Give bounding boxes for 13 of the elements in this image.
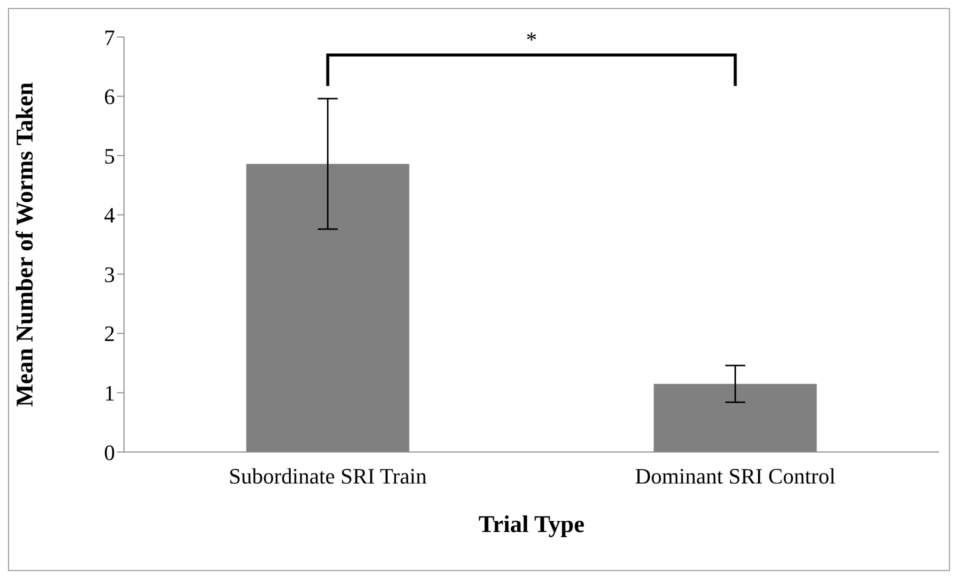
y-tick-label: 5	[104, 143, 115, 168]
y-tick-label: 0	[104, 440, 115, 465]
y-tick-label: 4	[104, 202, 115, 228]
y-tick-label: 2	[104, 321, 115, 346]
x-tick-label: Dominant SRI Control	[635, 464, 836, 489]
y-tick-label: 6	[104, 84, 115, 110]
y-axis-title: Mean Number of Worms Taken	[12, 82, 39, 407]
annotation: *	[526, 27, 537, 52]
x-tick-label: Subordinate SRI Train	[228, 464, 427, 489]
y-tick-label: 3	[104, 262, 115, 287]
y-tick-label: 1	[104, 380, 115, 406]
x-axis-title: Trial Type	[478, 512, 585, 538]
y-tick-label: 7	[104, 24, 115, 50]
